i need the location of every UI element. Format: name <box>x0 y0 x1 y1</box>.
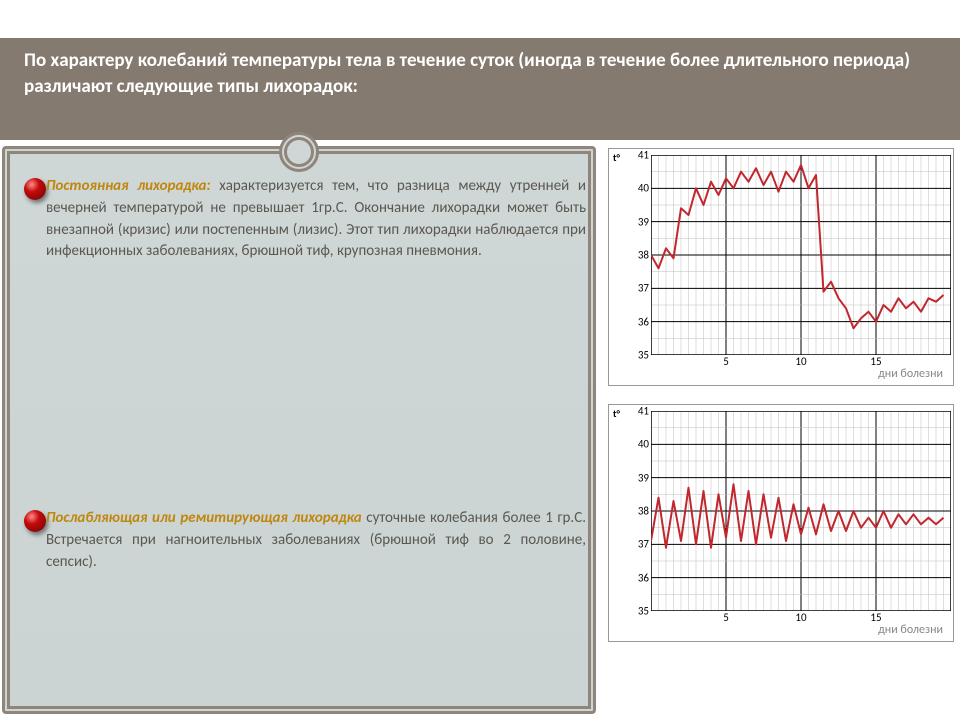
chart-constant-fever: t° 35363738394041 51015 дни болезни <box>608 148 954 386</box>
y-tick-label: 39 <box>638 471 649 484</box>
y-ticks: 35363738394041 <box>631 411 651 611</box>
chart-remittent-fever: t° 35363738394041 51015 дни болезни <box>608 404 954 642</box>
y-tick-label: 41 <box>638 405 649 418</box>
y-axis-label: t° <box>613 151 620 164</box>
fever-curve <box>651 155 951 355</box>
chart-grid-area <box>651 155 947 355</box>
y-tick-label: 36 <box>638 571 649 584</box>
x-tick-label: 5 <box>723 611 729 624</box>
y-tick-label: 38 <box>638 505 649 518</box>
y-tick-label: 40 <box>638 438 649 451</box>
y-axis-label: t° <box>613 407 620 420</box>
x-tick-label: 5 <box>723 355 729 368</box>
frame-ornament <box>279 132 319 172</box>
y-tick-label: 41 <box>638 149 649 162</box>
x-axis-label: дни болезни <box>878 367 943 381</box>
y-ticks: 35363738394041 <box>631 155 651 355</box>
bullet-icon <box>24 510 46 532</box>
bullet-icon <box>24 178 46 200</box>
slide: По характеру колебаний температуры тела … <box>0 0 960 720</box>
paragraph-constant-fever: Постоянная лихорадка: характеризуется те… <box>46 176 586 263</box>
y-tick-label: 35 <box>638 605 649 618</box>
y-tick-label: 38 <box>638 249 649 262</box>
y-tick-label: 37 <box>638 282 649 295</box>
chart-grid-area <box>651 411 947 611</box>
x-tick-label: 10 <box>795 611 806 624</box>
header-title: По характеру колебаний температуры тела … <box>24 48 936 99</box>
paragraph-remittent-fever: Послабляющая или ремитирующая лихорадка … <box>46 508 586 573</box>
charts-column: t° 35363738394041 51015 дни болезни t° 3… <box>608 148 954 660</box>
y-tick-label: 35 <box>638 349 649 362</box>
fever-curve <box>651 411 951 611</box>
x-axis-label: дни болезни <box>878 623 943 637</box>
lead-2: Послабляющая или ремитирующая лихорадка <box>46 509 362 527</box>
x-tick-label: 10 <box>795 355 806 368</box>
y-tick-label: 40 <box>638 182 649 195</box>
y-tick-label: 39 <box>638 215 649 228</box>
lead-1: Постоянная лихорадка: <box>46 177 211 195</box>
header-bar: По характеру колебаний температуры тела … <box>0 38 960 140</box>
y-tick-label: 37 <box>638 538 649 551</box>
y-tick-label: 36 <box>638 315 649 328</box>
